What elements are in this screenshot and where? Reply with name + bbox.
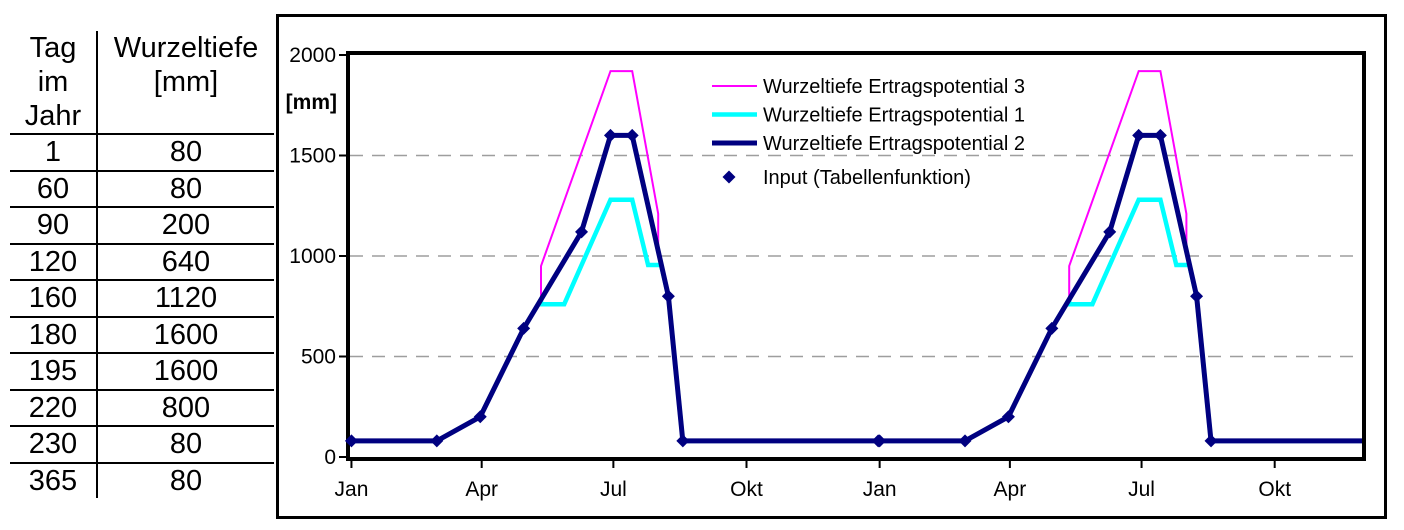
input-marker (1045, 321, 1059, 335)
cell-day-of-year: 220 (10, 389, 98, 427)
cell-day-of-year: 180 (10, 316, 98, 354)
x-tick-label: Okt (1258, 478, 1291, 501)
table-header: Tag im Jahr Wurzeltiefe [mm] (10, 31, 274, 135)
cell-day-of-year: 1 (10, 134, 98, 172)
header-line: im (37, 66, 69, 98)
table-row: 90 200 (10, 207, 274, 245)
input-marker (473, 410, 487, 424)
x-tick-label: Jul (600, 478, 627, 501)
input-marker (603, 128, 617, 142)
input-marker (575, 225, 589, 239)
input-marker (1103, 225, 1117, 239)
header-line: Wurzeltiefe (113, 32, 259, 64)
legend-label: Wurzeltiefe Ertragspotential 1 (763, 105, 1025, 127)
table-row: 365 80 (10, 462, 274, 498)
cell-day-of-year: 60 (10, 170, 98, 208)
input-marker (1132, 128, 1146, 142)
x-tick-label: Jul (1128, 478, 1155, 501)
x-tick-label: Apr (994, 478, 1027, 501)
cell-root-depth: 640 (97, 243, 274, 281)
y-tick-label: 0 (324, 446, 336, 469)
x-tick-label: Apr (465, 478, 498, 501)
y-tick-label: 2000 (289, 44, 336, 67)
table-row: 220 800 (10, 389, 274, 427)
cell-root-depth: 1600 (97, 353, 274, 391)
input-marker (430, 434, 444, 448)
x-tick-label: Jan (335, 478, 369, 501)
table-header-day: Tag im Jahr (10, 31, 98, 135)
table-row: 120 640 (10, 243, 274, 281)
y-axis-unit-label: [mm] (286, 91, 337, 114)
input-marker (344, 434, 358, 448)
table-row: 160 1120 (10, 280, 274, 318)
cell-day-of-year: 120 (10, 243, 98, 281)
cell-root-depth: 80 (97, 426, 274, 464)
input-marker (625, 128, 639, 142)
input-marker (661, 289, 675, 303)
input-marker (676, 434, 690, 448)
cell-day-of-year: 195 (10, 353, 98, 391)
table-row: 195 1600 (10, 353, 274, 391)
cell-day-of-year: 90 (10, 207, 98, 245)
y-tick-label: 1000 (289, 245, 336, 268)
y-tick-label: 1500 (289, 145, 336, 168)
input-marker (873, 434, 887, 448)
input-marker (1001, 410, 1015, 424)
legend-swatch-diamond (722, 170, 736, 184)
root-depth-input-table: Tag im Jahr Wurzeltiefe [mm] 1 80 60 80 90 20… (10, 31, 274, 498)
input-marker (1190, 289, 1204, 303)
cell-root-depth: 1120 (97, 280, 274, 318)
header-line: Jahr (24, 100, 82, 132)
cell-root-depth: 800 (97, 389, 274, 427)
header-line: [mm] (153, 66, 219, 98)
table-row: 1 80 (10, 134, 274, 172)
cell-root-depth: 1600 (97, 316, 274, 354)
cell-root-depth: 200 (97, 207, 274, 245)
legend-label: Input (Tabellenfunktion) (763, 167, 971, 189)
input-marker (958, 434, 972, 448)
x-tick-label: Jan (863, 478, 897, 501)
cell-day-of-year: 160 (10, 280, 98, 318)
table-row: 60 80 (10, 170, 274, 208)
cell-root-depth: 80 (97, 170, 274, 208)
cell-root-depth: 80 (97, 134, 274, 172)
input-marker (1153, 128, 1167, 142)
table-row: 230 80 (10, 426, 274, 464)
input-marker (517, 321, 531, 335)
legend-label: Wurzeltiefe Ertragspotential 2 (763, 133, 1025, 155)
table-row: 180 1600 (10, 316, 274, 354)
legend-label: Wurzeltiefe Ertragspotential 3 (763, 76, 1025, 98)
x-tick-label: Okt (730, 478, 763, 501)
cell-root-depth: 80 (169, 464, 203, 497)
cell-day-of-year: 365 (10, 462, 98, 498)
header-line: Tag (29, 32, 77, 64)
table-body: 1 80 60 80 90 200 120 640 160 1120 180 1600 195 1600 2… (10, 134, 274, 498)
chart-frame (276, 14, 1387, 519)
table-header-rootdepth: Wurzeltiefe [mm] (97, 31, 274, 135)
input-marker (1204, 434, 1218, 448)
cell-day-of-year: 230 (10, 426, 98, 464)
y-tick-label: 500 (301, 346, 336, 369)
